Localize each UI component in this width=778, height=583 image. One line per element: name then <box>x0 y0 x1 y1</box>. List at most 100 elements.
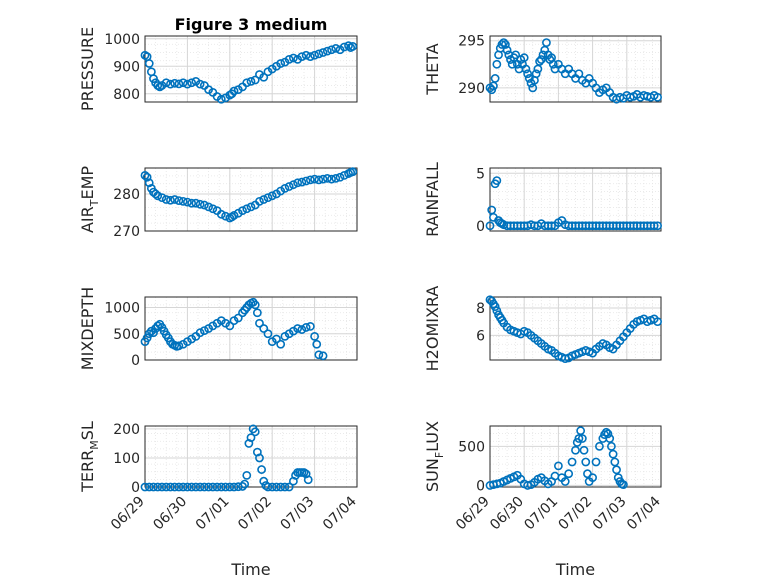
data-point <box>653 221 662 231</box>
y-tick-label: 0 <box>131 480 140 496</box>
y-tick-label: 8 <box>476 301 485 317</box>
data-point <box>238 206 247 216</box>
data-point <box>170 78 180 88</box>
x-tick-label: 07/04 <box>624 493 664 533</box>
data-point <box>531 69 541 79</box>
data-point <box>157 193 167 203</box>
subplot-8: 500 0 SUNFLUX 06/2906/3007/0107/0207/0307/0… <box>423 421 664 579</box>
axes-border <box>144 35 358 103</box>
data-point <box>293 324 303 333</box>
data-point <box>272 482 281 492</box>
data-point <box>588 473 597 483</box>
y-axis-label: SUNFLUX <box>423 421 446 492</box>
data-point <box>348 167 358 177</box>
data-point <box>521 64 531 74</box>
data-point <box>280 183 290 193</box>
data-point <box>151 189 160 199</box>
data-point <box>603 429 613 439</box>
data-point <box>161 78 171 88</box>
data-point <box>312 339 322 349</box>
data-point <box>492 176 502 185</box>
y-tick-label: 295 <box>458 34 485 50</box>
subplot-7: 200 100 0 TERRMSL 06/29 06/30 07/01 07/02 07/03 0… <box>78 421 360 579</box>
data-point <box>524 74 534 83</box>
data-point <box>191 198 201 208</box>
data-point <box>259 476 269 486</box>
data-point <box>649 221 659 231</box>
data-point <box>161 195 171 204</box>
data-point <box>157 482 167 492</box>
data-point <box>229 482 239 492</box>
data-point <box>492 59 502 69</box>
data-point <box>246 202 256 212</box>
data-point <box>187 198 197 208</box>
y-tick-label: 0 <box>476 219 485 235</box>
y-tick-label: 290 <box>458 81 485 97</box>
data-point <box>490 302 500 311</box>
data-point <box>199 200 209 210</box>
y-tick-label: 1000 <box>104 301 140 317</box>
data-point <box>216 482 226 492</box>
data-point <box>297 325 307 334</box>
data-point <box>327 45 336 55</box>
data-point <box>305 175 315 185</box>
data-point <box>242 204 252 214</box>
subplot-2: 295 290 THETA <box>423 34 662 104</box>
data-point <box>301 323 311 332</box>
data-point <box>310 174 319 184</box>
data-point <box>199 482 209 492</box>
data-point <box>263 193 273 203</box>
data-point <box>310 331 319 341</box>
data-point <box>208 482 218 492</box>
x-tick-label: 06/30 <box>150 494 190 534</box>
data-point <box>144 482 154 492</box>
data-point <box>497 40 507 49</box>
data-point <box>276 339 286 349</box>
data-point <box>284 54 294 64</box>
data-point <box>178 482 188 492</box>
data-point <box>581 457 591 467</box>
data-point <box>276 59 286 68</box>
data-point <box>225 482 235 492</box>
data-point <box>225 321 235 331</box>
data-point <box>554 461 563 471</box>
x-tick-label: 07/03 <box>278 494 318 534</box>
data-point <box>216 94 226 104</box>
data-point <box>229 86 239 96</box>
data-point <box>144 59 154 68</box>
data-point <box>314 350 324 360</box>
axes-border <box>489 167 662 232</box>
axes-border <box>489 425 662 488</box>
y-axis-label: PRESSURE <box>78 27 97 111</box>
y-axis-label: RAINFALL <box>423 162 442 237</box>
y-axis-label: H2OMIXRA <box>423 286 442 372</box>
y-tick-label: 1000 <box>104 32 140 48</box>
data-point <box>536 55 546 64</box>
data-point <box>142 333 152 343</box>
data-point <box>252 308 262 318</box>
y-tick-label: 500 <box>458 439 485 455</box>
axes-frame <box>489 167 662 232</box>
data-point <box>284 482 294 492</box>
data-point <box>523 481 533 490</box>
data-point <box>331 43 341 53</box>
data-point <box>144 178 154 188</box>
data-point <box>161 482 171 492</box>
data-point <box>263 329 273 339</box>
data-point <box>314 175 324 185</box>
data-point <box>297 52 307 62</box>
data-point <box>348 42 358 51</box>
data-point <box>233 313 243 323</box>
data-point <box>208 204 218 214</box>
data-point <box>140 482 150 492</box>
subplot-1: 1000 900 800 PRESSURE <box>78 27 358 111</box>
y-tick-label: 100 <box>113 451 140 467</box>
data-point <box>238 482 247 491</box>
data-point <box>229 211 239 220</box>
y-axis-label: MIXDEPTH <box>78 287 97 370</box>
data-point <box>204 202 213 212</box>
data-point <box>255 453 264 463</box>
subplot-3: 280 270 AIRTEMP <box>78 166 358 240</box>
data-point <box>240 479 250 489</box>
